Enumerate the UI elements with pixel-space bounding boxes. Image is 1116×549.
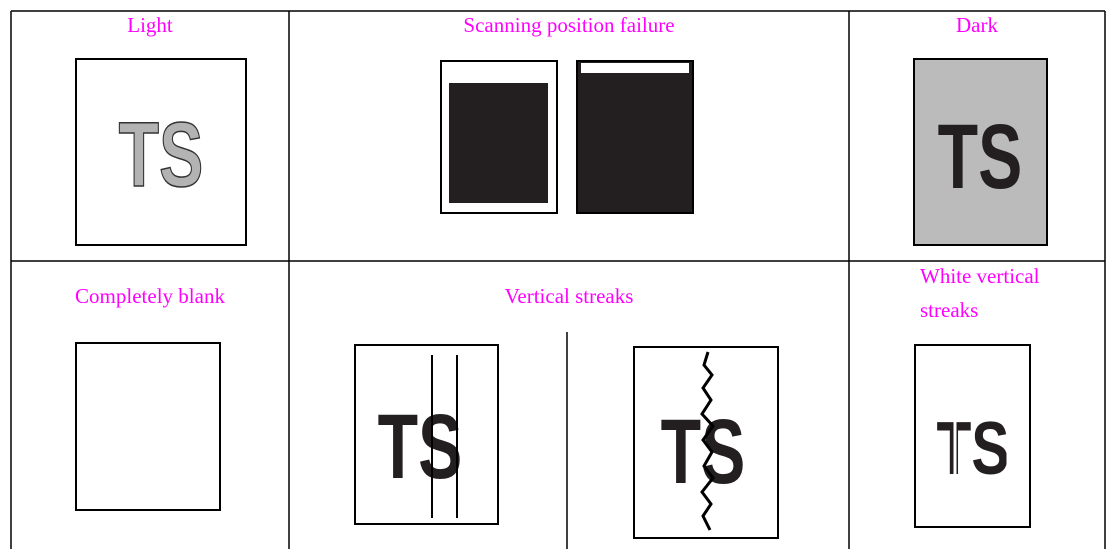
light-sample: TS: [75, 58, 247, 246]
table-grid: [10, 10, 1106, 549]
streaks-sample: TS: [633, 346, 779, 539]
sample-text: TS: [937, 406, 1010, 491]
cell-label: Light: [127, 13, 173, 37]
streaks-sample: TS: [354, 344, 499, 525]
cell-label: White vertical streaks: [920, 264, 1040, 322]
dark-sample: TS: [913, 58, 1048, 246]
blank-sample: [75, 342, 221, 511]
cell-label: Vertical streaks: [504, 284, 634, 308]
sample-text: TS: [119, 102, 204, 205]
scanning-sample: [440, 60, 694, 214]
cell-label: Dark: [956, 13, 998, 37]
sample-text: TS: [378, 394, 463, 497]
cell-label: Completely blank: [75, 284, 225, 308]
cell-label: Scanning position failure: [463, 13, 675, 37]
sample-text: TS: [938, 104, 1023, 207]
white-streaks-sample: TS: [914, 344, 1031, 528]
